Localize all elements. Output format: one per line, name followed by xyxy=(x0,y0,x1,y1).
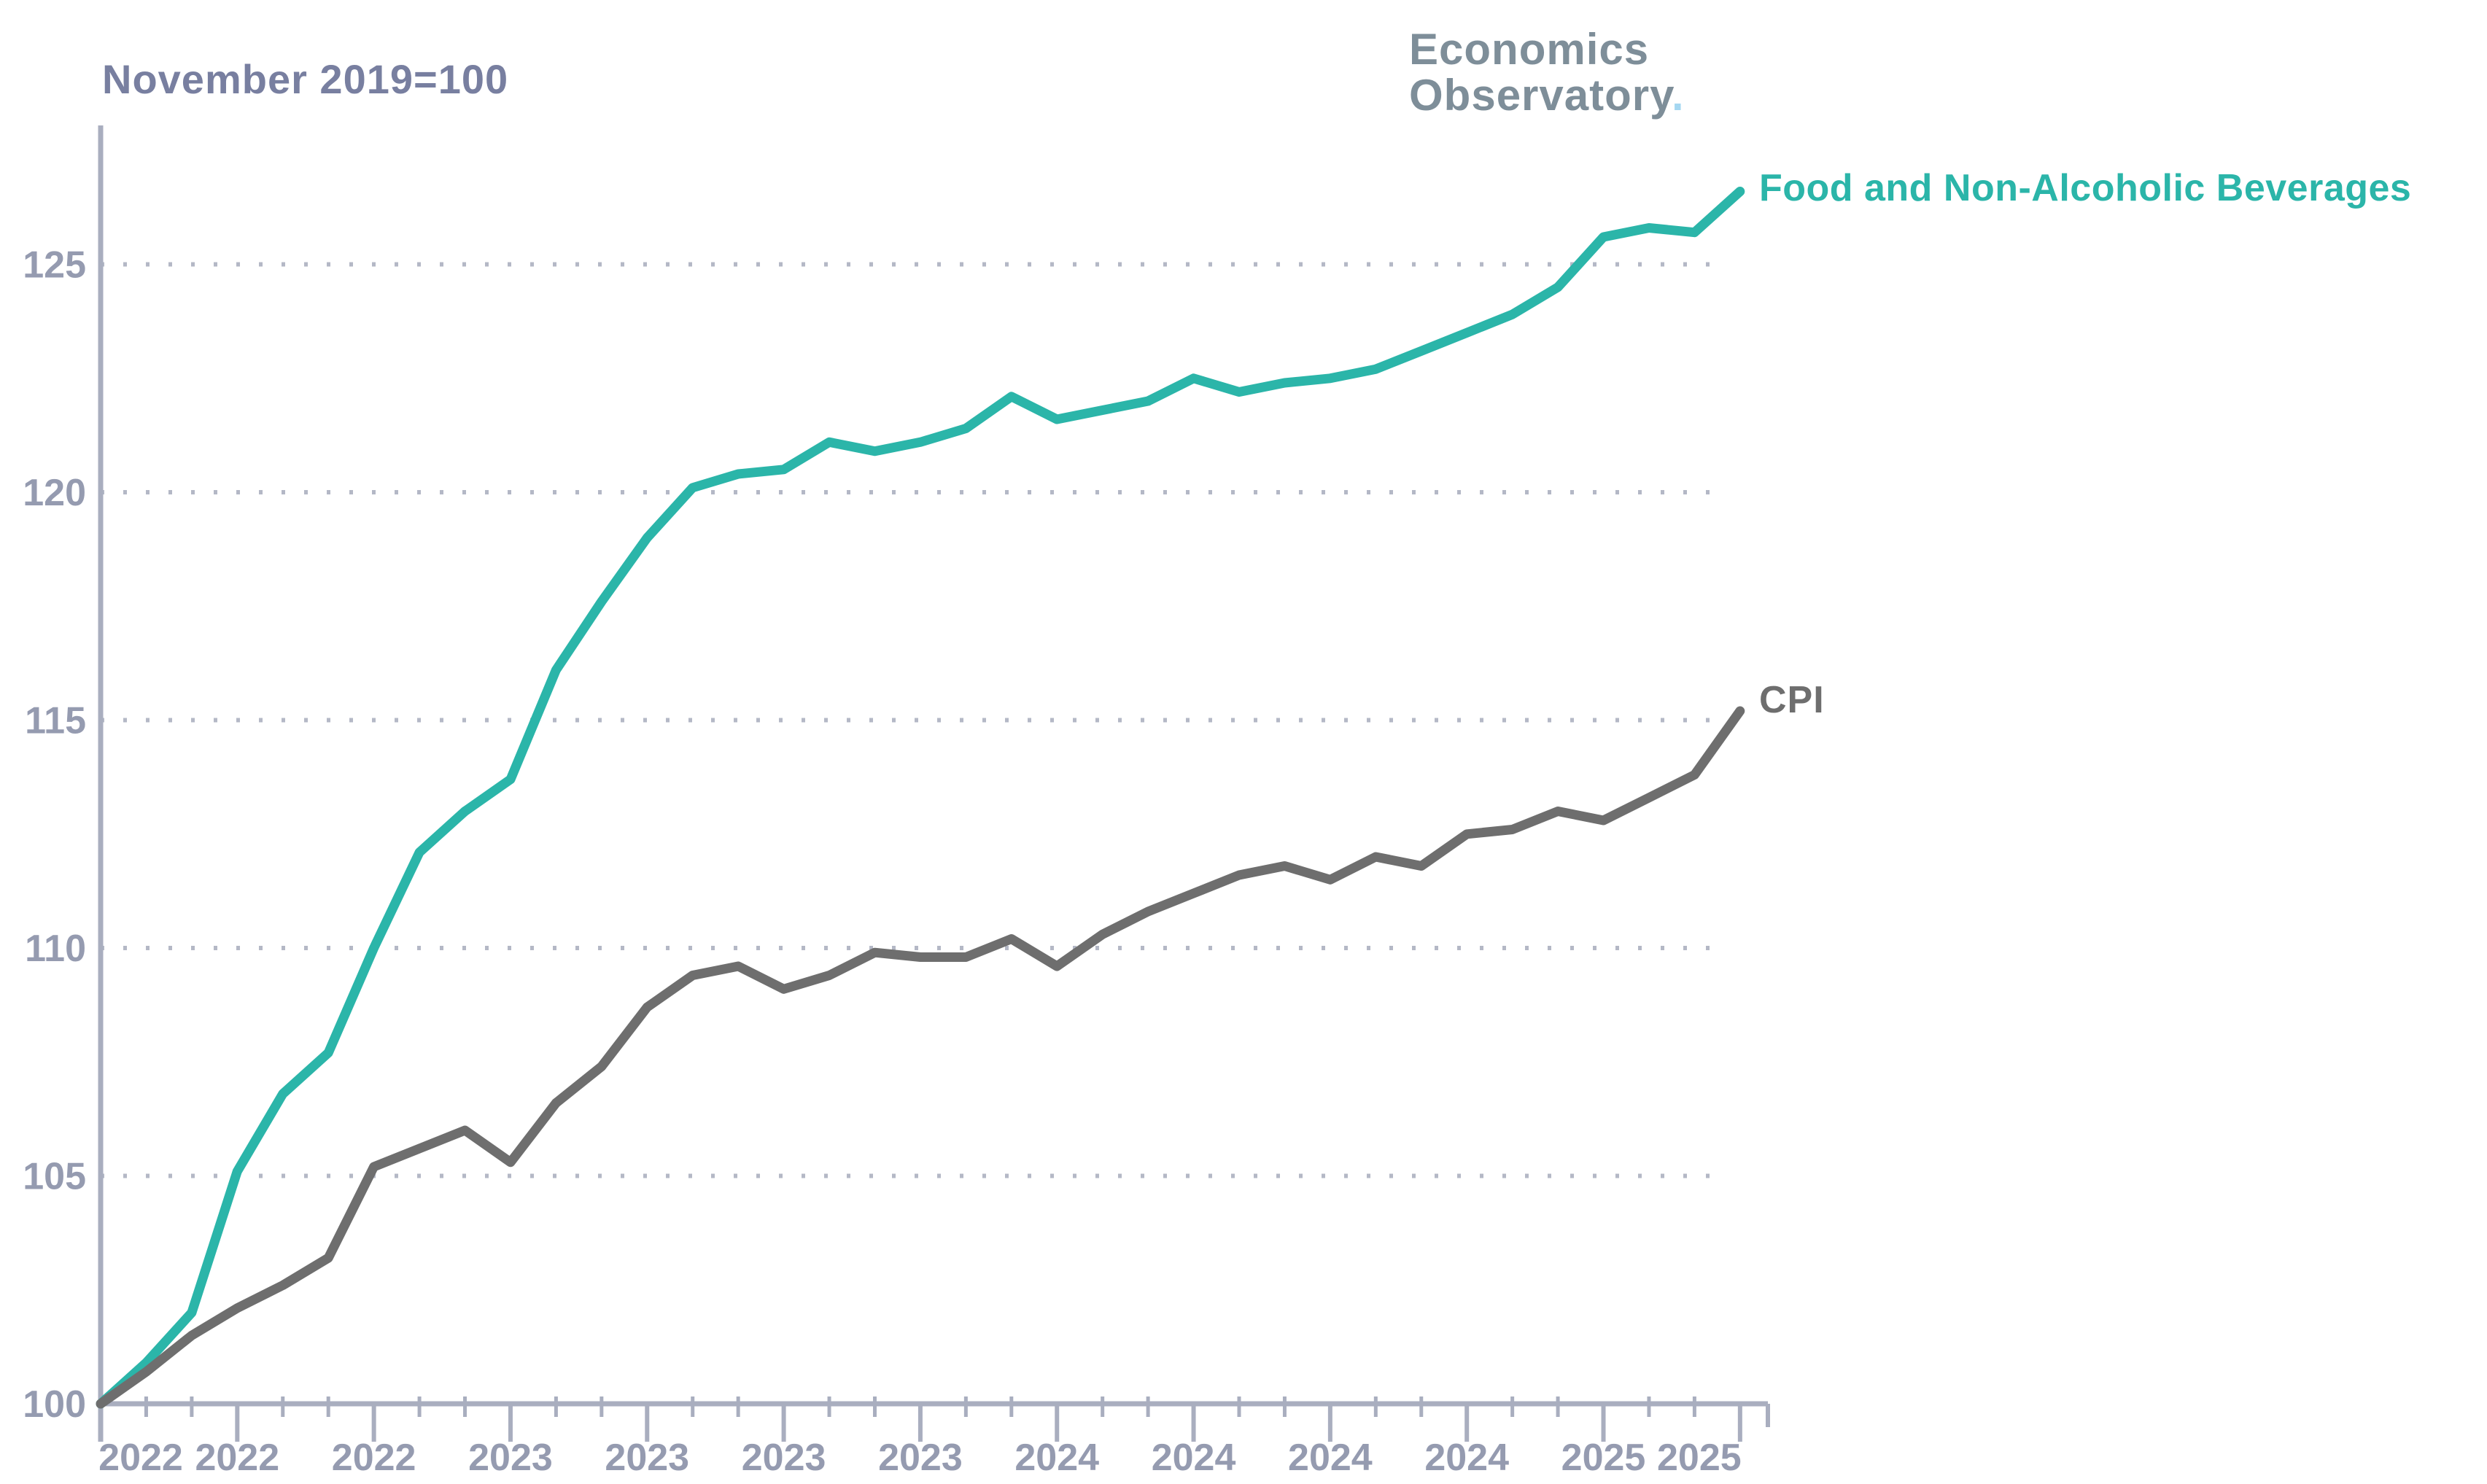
y-tick-label: 100 xyxy=(23,1383,86,1426)
x-tick-label: 2024 xyxy=(1424,1437,1509,1479)
logo-line-1: Economics xyxy=(1409,25,1650,74)
chart-subtitle-index-base: November 2019=100 xyxy=(102,56,509,102)
logo-line-2: Observatory. xyxy=(1409,71,1685,120)
y-tick-label: 105 xyxy=(23,1156,86,1198)
x-tick-label: 2024 xyxy=(1014,1437,1099,1479)
series-label-cpi: CPI xyxy=(1759,679,1825,721)
series-line-food xyxy=(96,187,1745,1409)
x-tick-label: 2023 xyxy=(605,1437,689,1479)
y-tick-label: 115 xyxy=(25,700,86,742)
x-tick-label: 2023 xyxy=(742,1437,826,1479)
logo-dot: . xyxy=(1672,71,1685,120)
x-tick-label: 2025 xyxy=(1561,1437,1646,1479)
series-label-food: Food and Non-Alcoholic Beverages xyxy=(1759,167,2412,209)
x-tick-label: 2022 xyxy=(195,1437,279,1479)
economics-observatory-logo: Economics Observatory. xyxy=(1409,26,1685,118)
y-tick-label: 125 xyxy=(23,244,86,287)
x-tick-label: 2023 xyxy=(468,1437,553,1479)
series-line-cpi xyxy=(96,706,1745,1409)
x-tick-label: 2022 xyxy=(98,1437,183,1479)
x-tick-label: 2025 xyxy=(1657,1437,1742,1479)
y-tick-label: 120 xyxy=(23,472,86,514)
x-tick-label: 2024 xyxy=(1152,1437,1236,1479)
x-tick-label: 2024 xyxy=(1288,1437,1373,1479)
x-tick-label: 2022 xyxy=(332,1437,416,1479)
y-tick-label: 110 xyxy=(25,928,86,970)
x-tick-label: 2023 xyxy=(878,1437,963,1479)
